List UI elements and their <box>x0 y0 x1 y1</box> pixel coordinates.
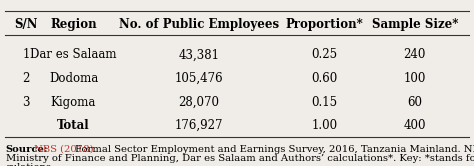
Text: 0.25: 0.25 <box>311 48 338 61</box>
Text: 0.60: 0.60 <box>311 72 338 84</box>
Text: 0.15: 0.15 <box>311 96 338 109</box>
Text: Total: Total <box>57 119 90 132</box>
Text: Formal Sector Employment and Earnings Survey, 2016, Tanzania Mainland. NBS and: Formal Sector Employment and Earnings Su… <box>75 145 474 154</box>
Text: 100: 100 <box>403 72 426 84</box>
Text: 1.00: 1.00 <box>311 119 338 132</box>
Text: 176,927: 176,927 <box>175 119 223 132</box>
Text: Proportion*: Proportion* <box>286 18 364 31</box>
Text: Dodoma: Dodoma <box>49 72 98 84</box>
Text: NBS (2018).: NBS (2018). <box>34 145 97 154</box>
Text: 400: 400 <box>403 119 426 132</box>
Text: Source:: Source: <box>6 145 48 154</box>
Text: 2: 2 <box>22 72 30 84</box>
Text: 60: 60 <box>407 96 422 109</box>
Text: Sample Size*: Sample Size* <box>372 18 458 31</box>
Text: S/N: S/N <box>14 18 38 31</box>
Text: 1: 1 <box>22 48 30 61</box>
Text: 105,476: 105,476 <box>175 72 223 84</box>
Text: Dar es Salaam: Dar es Salaam <box>30 48 117 61</box>
Text: 3: 3 <box>22 96 30 109</box>
Text: 240: 240 <box>403 48 426 61</box>
Text: 28,070: 28,070 <box>179 96 219 109</box>
Text: Ministry of Finance and Planning, Dar es Salaam and Authors’ calculations*. Key:: Ministry of Finance and Planning, Dar es… <box>6 154 474 163</box>
Text: Kigoma: Kigoma <box>51 96 96 109</box>
Text: No. of Public Employees: No. of Public Employees <box>119 18 279 31</box>
Text: Region: Region <box>50 18 97 31</box>
Text: culations.: culations. <box>6 163 55 166</box>
Text: 43,381: 43,381 <box>179 48 219 61</box>
